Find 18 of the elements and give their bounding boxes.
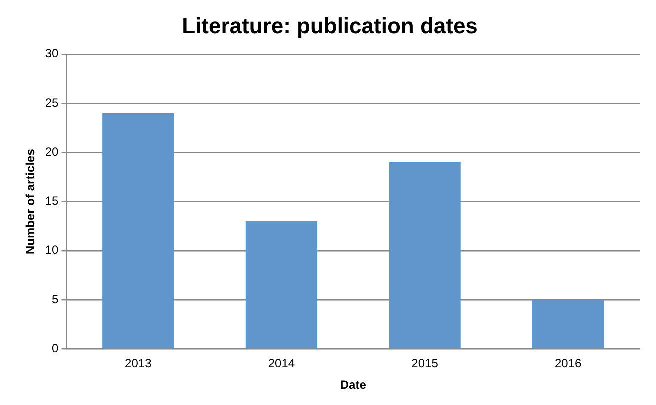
y-tick-label: 25 [45, 96, 60, 110]
x-tick-label: 2016 [554, 356, 582, 371]
y-tick-label: 10 [45, 243, 60, 258]
x-tick-label: 2013 [125, 356, 152, 371]
bar [246, 221, 318, 349]
x-tick-label: 2015 [412, 356, 439, 371]
y-tick-label: 15 [45, 194, 60, 208]
x-axis-title: Date [340, 378, 367, 392]
chart-title: Literature: publication dates [182, 13, 478, 38]
bar [389, 162, 461, 349]
y-tick-label: 5 [52, 292, 60, 306]
y-tick-label: 20 [45, 144, 60, 159]
y-tick-label: 30 [45, 46, 60, 61]
y-tick-label: 0 [52, 342, 60, 356]
bar [532, 300, 604, 349]
bar [102, 113, 174, 349]
x-tick-label: 2014 [268, 356, 296, 371]
y-axis-title: Number of articles [24, 148, 38, 254]
